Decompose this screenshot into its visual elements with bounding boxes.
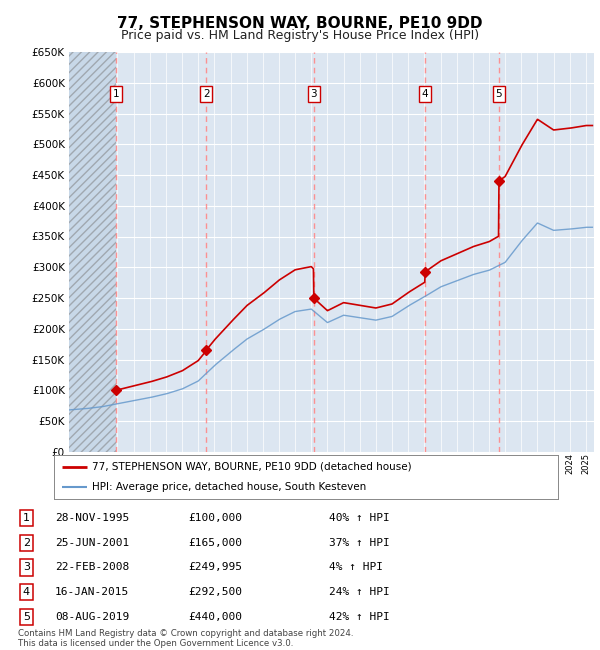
Text: 1: 1 [23, 513, 30, 523]
Text: HPI: Average price, detached house, South Kesteven: HPI: Average price, detached house, Sout… [92, 482, 366, 492]
Text: 2: 2 [203, 89, 209, 99]
Text: Contains HM Land Registry data © Crown copyright and database right 2024.
This d: Contains HM Land Registry data © Crown c… [18, 629, 353, 648]
Text: 1: 1 [113, 89, 119, 99]
Text: 42% ↑ HPI: 42% ↑ HPI [329, 612, 389, 622]
Text: 40% ↑ HPI: 40% ↑ HPI [329, 513, 389, 523]
Text: £165,000: £165,000 [188, 538, 242, 548]
Text: 3: 3 [310, 89, 317, 99]
Text: 77, STEPHENSON WAY, BOURNE, PE10 9DD: 77, STEPHENSON WAY, BOURNE, PE10 9DD [117, 16, 483, 31]
Text: 4: 4 [422, 89, 428, 99]
Text: £292,500: £292,500 [188, 587, 242, 597]
Text: £440,000: £440,000 [188, 612, 242, 622]
Text: 22-FEB-2008: 22-FEB-2008 [55, 562, 130, 573]
Text: 25-JUN-2001: 25-JUN-2001 [55, 538, 130, 548]
Text: 16-JAN-2015: 16-JAN-2015 [55, 587, 130, 597]
Text: £249,995: £249,995 [188, 562, 242, 573]
Text: 5: 5 [496, 89, 502, 99]
Text: 5: 5 [23, 612, 30, 622]
Text: 4% ↑ HPI: 4% ↑ HPI [329, 562, 383, 573]
Text: 77, STEPHENSON WAY, BOURNE, PE10 9DD (detached house): 77, STEPHENSON WAY, BOURNE, PE10 9DD (de… [92, 462, 412, 472]
Text: 37% ↑ HPI: 37% ↑ HPI [329, 538, 389, 548]
Text: 24% ↑ HPI: 24% ↑ HPI [329, 587, 389, 597]
Text: 2: 2 [23, 538, 30, 548]
Text: 08-AUG-2019: 08-AUG-2019 [55, 612, 130, 622]
Bar [69, 52, 116, 452]
Text: £100,000: £100,000 [188, 513, 242, 523]
Text: Price paid vs. HM Land Registry's House Price Index (HPI): Price paid vs. HM Land Registry's House … [121, 29, 479, 42]
Text: 4: 4 [23, 587, 30, 597]
Text: 28-NOV-1995: 28-NOV-1995 [55, 513, 130, 523]
Text: 3: 3 [23, 562, 30, 573]
